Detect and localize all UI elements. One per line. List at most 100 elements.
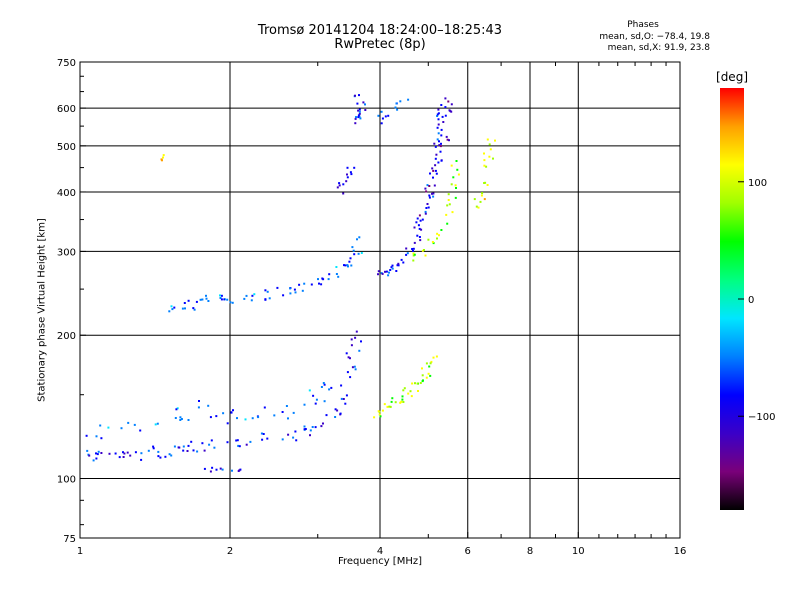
data-point — [245, 443, 248, 446]
data-point — [311, 426, 314, 428]
data-point — [412, 247, 415, 250]
data-point — [395, 102, 398, 105]
y-tick-label: 300 — [57, 247, 76, 258]
data-point — [425, 376, 428, 379]
data-point — [323, 400, 326, 403]
data-point — [449, 110, 452, 113]
data-point — [122, 451, 124, 454]
data-point — [351, 366, 354, 369]
data-point — [391, 397, 394, 400]
data-point — [346, 264, 349, 267]
data-point — [354, 368, 357, 371]
data-point — [412, 252, 415, 255]
data-point — [201, 298, 204, 301]
data-point — [450, 183, 453, 186]
data-point — [377, 270, 380, 273]
data-point — [437, 161, 440, 164]
data-point — [391, 264, 394, 267]
data-point — [440, 128, 443, 131]
data-point — [195, 300, 198, 303]
data-point — [418, 236, 421, 238]
data-point — [387, 274, 390, 277]
data-point — [201, 442, 204, 445]
data-point — [156, 422, 159, 425]
data-point — [257, 416, 260, 419]
data-point — [409, 390, 412, 393]
data-point — [419, 219, 422, 222]
data-point — [486, 138, 489, 141]
data-point — [289, 292, 292, 295]
data-point — [436, 113, 439, 116]
phases-heading: Phases — [627, 20, 659, 30]
data-point — [287, 433, 290, 436]
data-point — [494, 139, 496, 142]
data-point — [435, 355, 438, 358]
data-point — [295, 439, 298, 442]
data-point — [480, 194, 483, 197]
data-point — [157, 455, 160, 458]
data-point — [446, 222, 449, 225]
data-point — [235, 439, 238, 442]
data-point — [303, 425, 306, 428]
data-point — [390, 400, 393, 403]
data-point — [350, 264, 353, 267]
data-point — [483, 164, 486, 167]
data-point — [168, 310, 171, 313]
data-point — [450, 103, 453, 106]
data-point — [437, 108, 440, 111]
data-point — [436, 126, 439, 129]
data-point — [181, 307, 184, 310]
data-point — [427, 372, 430, 375]
data-point — [303, 428, 306, 431]
data-point — [419, 382, 422, 384]
data-point — [292, 411, 295, 414]
data-point — [381, 272, 384, 275]
data-point — [377, 273, 379, 276]
data-point — [244, 418, 247, 421]
data-point — [452, 176, 455, 179]
data-point — [223, 298, 226, 301]
data-point — [99, 424, 102, 427]
data-point — [164, 455, 167, 458]
data-point — [173, 306, 176, 309]
data-point — [437, 123, 440, 126]
data-point — [373, 416, 376, 419]
data-point — [441, 115, 444, 118]
data-point — [413, 253, 416, 256]
data-point — [402, 261, 405, 264]
data-point — [334, 408, 337, 411]
data-point — [226, 441, 229, 444]
data-point — [199, 298, 202, 301]
data-point — [210, 439, 213, 442]
data-point — [133, 423, 136, 426]
data-point — [454, 184, 457, 187]
data-point — [428, 365, 431, 368]
data-point — [152, 445, 155, 448]
data-point — [330, 386, 333, 389]
colorbar-unit-text: deg — [720, 70, 744, 84]
data-point — [220, 298, 223, 301]
data-point — [187, 299, 190, 302]
data-point — [303, 282, 306, 285]
data-point — [448, 139, 450, 142]
data-point — [118, 456, 121, 459]
data-point — [355, 330, 358, 333]
data-point — [389, 405, 392, 408]
data-point — [220, 294, 223, 297]
data-point — [432, 195, 435, 198]
data-point — [253, 293, 256, 296]
data-point — [92, 459, 95, 462]
data-point — [122, 456, 125, 458]
x-tick-label: 6 — [465, 546, 471, 557]
data-point — [335, 266, 338, 268]
data-point — [339, 412, 342, 415]
data-point — [238, 445, 241, 448]
data-point — [445, 213, 448, 216]
data-point — [440, 104, 443, 106]
data-point — [231, 301, 234, 304]
data-point — [483, 159, 486, 162]
data-point — [438, 144, 441, 147]
data-point — [282, 294, 285, 297]
data-point — [107, 426, 110, 429]
y-tick-label: 600 — [57, 104, 76, 115]
